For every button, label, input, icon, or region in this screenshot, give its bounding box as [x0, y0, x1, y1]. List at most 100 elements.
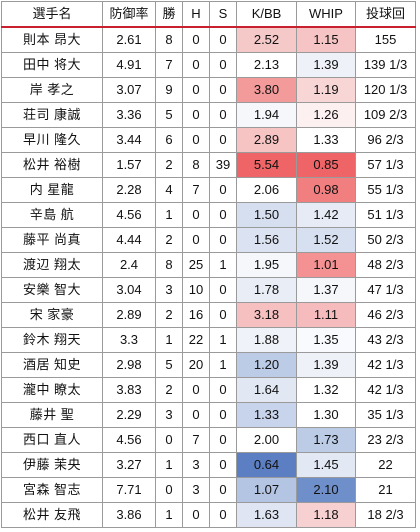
- cell-ip: 96 2/3: [355, 127, 416, 153]
- cell-whip: 1.11: [296, 302, 356, 328]
- table-row: 内 星龍 2.28 4 7 0 2.06 0.98 55 1/3: [1, 177, 416, 203]
- cell-holds: 0: [182, 127, 210, 153]
- cell-ip: 155: [355, 26, 416, 53]
- cell-saves: 0: [209, 26, 237, 53]
- cell-wins: 7: [155, 52, 183, 78]
- cell-kbb: 2.52: [236, 26, 297, 53]
- cell-ip: 23 2/3: [355, 427, 416, 453]
- cell-wins: 3: [155, 277, 183, 303]
- cell-wins: 1: [155, 502, 183, 528]
- cell-whip: 1.19: [296, 77, 356, 103]
- cell-ip: 22: [355, 452, 416, 478]
- cell-saves: 0: [209, 477, 237, 503]
- cell-wins: 3: [155, 402, 183, 428]
- cell-whip: 1.39: [296, 352, 356, 378]
- cell-ip: 18 2/3: [355, 502, 416, 528]
- cell-kbb: 2.06: [236, 177, 297, 203]
- cell-name: 藤平 尚真: [1, 227, 103, 253]
- cell-wins: 1: [155, 452, 183, 478]
- cell-whip: 1.15: [296, 26, 356, 53]
- table-row: 安樂 智大 3.04 3 10 0 1.78 1.37 47 1/3: [1, 277, 416, 303]
- cell-wins: 2: [155, 377, 183, 403]
- cell-name: 瀧中 瞭太: [1, 377, 103, 403]
- cell-name: 辛島 航: [1, 202, 103, 228]
- cell-saves: 1: [209, 252, 237, 278]
- cell-saves: 0: [209, 502, 237, 528]
- cell-name: 岸 孝之: [1, 77, 103, 103]
- cell-whip: 1.39: [296, 52, 356, 78]
- cell-kbb: 2.89: [236, 127, 297, 153]
- cell-kbb: 1.95: [236, 252, 297, 278]
- cell-ip: 21: [355, 477, 416, 503]
- cell-kbb: 1.56: [236, 227, 297, 253]
- cell-era: 2.4: [102, 252, 156, 278]
- cell-holds: 0: [182, 26, 210, 53]
- cell-kbb: 1.50: [236, 202, 297, 228]
- cell-holds: 0: [182, 402, 210, 428]
- cell-saves: 0: [209, 202, 237, 228]
- cell-era: 3.86: [102, 502, 156, 528]
- cell-wins: 8: [155, 252, 183, 278]
- cell-wins: 8: [155, 26, 183, 53]
- cell-kbb: 0.64: [236, 452, 297, 478]
- cell-kbb: 1.63: [236, 502, 297, 528]
- cell-name: 則本 昂大: [1, 26, 103, 53]
- cell-name: 藤井 聖: [1, 402, 103, 428]
- pitching-stats-table: 選手名 防御率 勝 H S K/BB WHIP 投球回 則本 昂大 2.61 8 0 0…: [1, 1, 416, 528]
- table-row: 鈴木 翔天 3.3 1 22 1 1.88 1.35 43 2/3: [1, 327, 416, 353]
- header-holds: H: [182, 1, 210, 28]
- table-row: 岸 孝之 3.07 9 0 0 3.80 1.19 120 1/3: [1, 77, 416, 103]
- cell-holds: 3: [182, 477, 210, 503]
- cell-saves: 0: [209, 102, 237, 128]
- cell-saves: 39: [209, 152, 237, 178]
- header-kbb: K/BB: [236, 1, 297, 28]
- cell-whip: 1.52: [296, 227, 356, 253]
- cell-kbb: 1.78: [236, 277, 297, 303]
- cell-wins: 2: [155, 152, 183, 178]
- cell-era: 2.61: [102, 26, 156, 53]
- cell-wins: 1: [155, 327, 183, 353]
- cell-name: 伊藤 茉央: [1, 452, 103, 478]
- cell-kbb: 5.54: [236, 152, 297, 178]
- cell-wins: 2: [155, 302, 183, 328]
- cell-saves: 0: [209, 427, 237, 453]
- cell-era: 3.36: [102, 102, 156, 128]
- cell-whip: 1.73: [296, 427, 356, 453]
- cell-era: 3.04: [102, 277, 156, 303]
- table-row: 藤井 聖 2.29 3 0 0 1.33 1.30 35 1/3: [1, 402, 416, 428]
- cell-name: 荘司 康誠: [1, 102, 103, 128]
- cell-saves: 0: [209, 77, 237, 103]
- cell-whip: 1.32: [296, 377, 356, 403]
- cell-saves: 0: [209, 402, 237, 428]
- table-row: 則本 昂大 2.61 8 0 0 2.52 1.15 155: [1, 26, 416, 53]
- cell-era: 2.89: [102, 302, 156, 328]
- cell-whip: 0.85: [296, 152, 356, 178]
- cell-ip: 109 2/3: [355, 102, 416, 128]
- table-row: 辛島 航 4.56 1 0 0 1.50 1.42 51 1/3: [1, 202, 416, 228]
- cell-kbb: 1.07: [236, 477, 297, 503]
- cell-holds: 20: [182, 352, 210, 378]
- table-row: 宮森 智志 7.71 0 3 0 1.07 2.10 21: [1, 477, 416, 503]
- cell-saves: 0: [209, 277, 237, 303]
- header-row: 選手名 防御率 勝 H S K/BB WHIP 投球回: [1, 1, 416, 28]
- cell-whip: 1.30: [296, 402, 356, 428]
- cell-name: 早川 隆久: [1, 127, 103, 153]
- cell-whip: 0.98: [296, 177, 356, 203]
- cell-saves: 0: [209, 177, 237, 203]
- cell-kbb: 1.33: [236, 402, 297, 428]
- cell-name: 内 星龍: [1, 177, 103, 203]
- table-body: 則本 昂大 2.61 8 0 0 2.52 1.15 155 田中 将大 4.91 7 0 0 2.13 1…: [1, 26, 416, 528]
- cell-ip: 48 2/3: [355, 252, 416, 278]
- cell-name: 田中 将大: [1, 52, 103, 78]
- cell-wins: 5: [155, 352, 183, 378]
- cell-saves: 1: [209, 327, 237, 353]
- cell-era: 3.44: [102, 127, 156, 153]
- table-row: 酒居 知史 2.98 5 20 1 1.20 1.39 42 1/3: [1, 352, 416, 378]
- cell-kbb: 2.00: [236, 427, 297, 453]
- cell-holds: 7: [182, 177, 210, 203]
- cell-whip: 1.18: [296, 502, 356, 528]
- cell-wins: 9: [155, 77, 183, 103]
- table-row: 宋 家豪 2.89 2 16 0 3.18 1.11 46 2/3: [1, 302, 416, 328]
- table-row: 藤平 尚真 4.44 2 0 0 1.56 1.52 50 2/3: [1, 227, 416, 253]
- table-row: 田中 将大 4.91 7 0 0 2.13 1.39 139 1/3: [1, 52, 416, 78]
